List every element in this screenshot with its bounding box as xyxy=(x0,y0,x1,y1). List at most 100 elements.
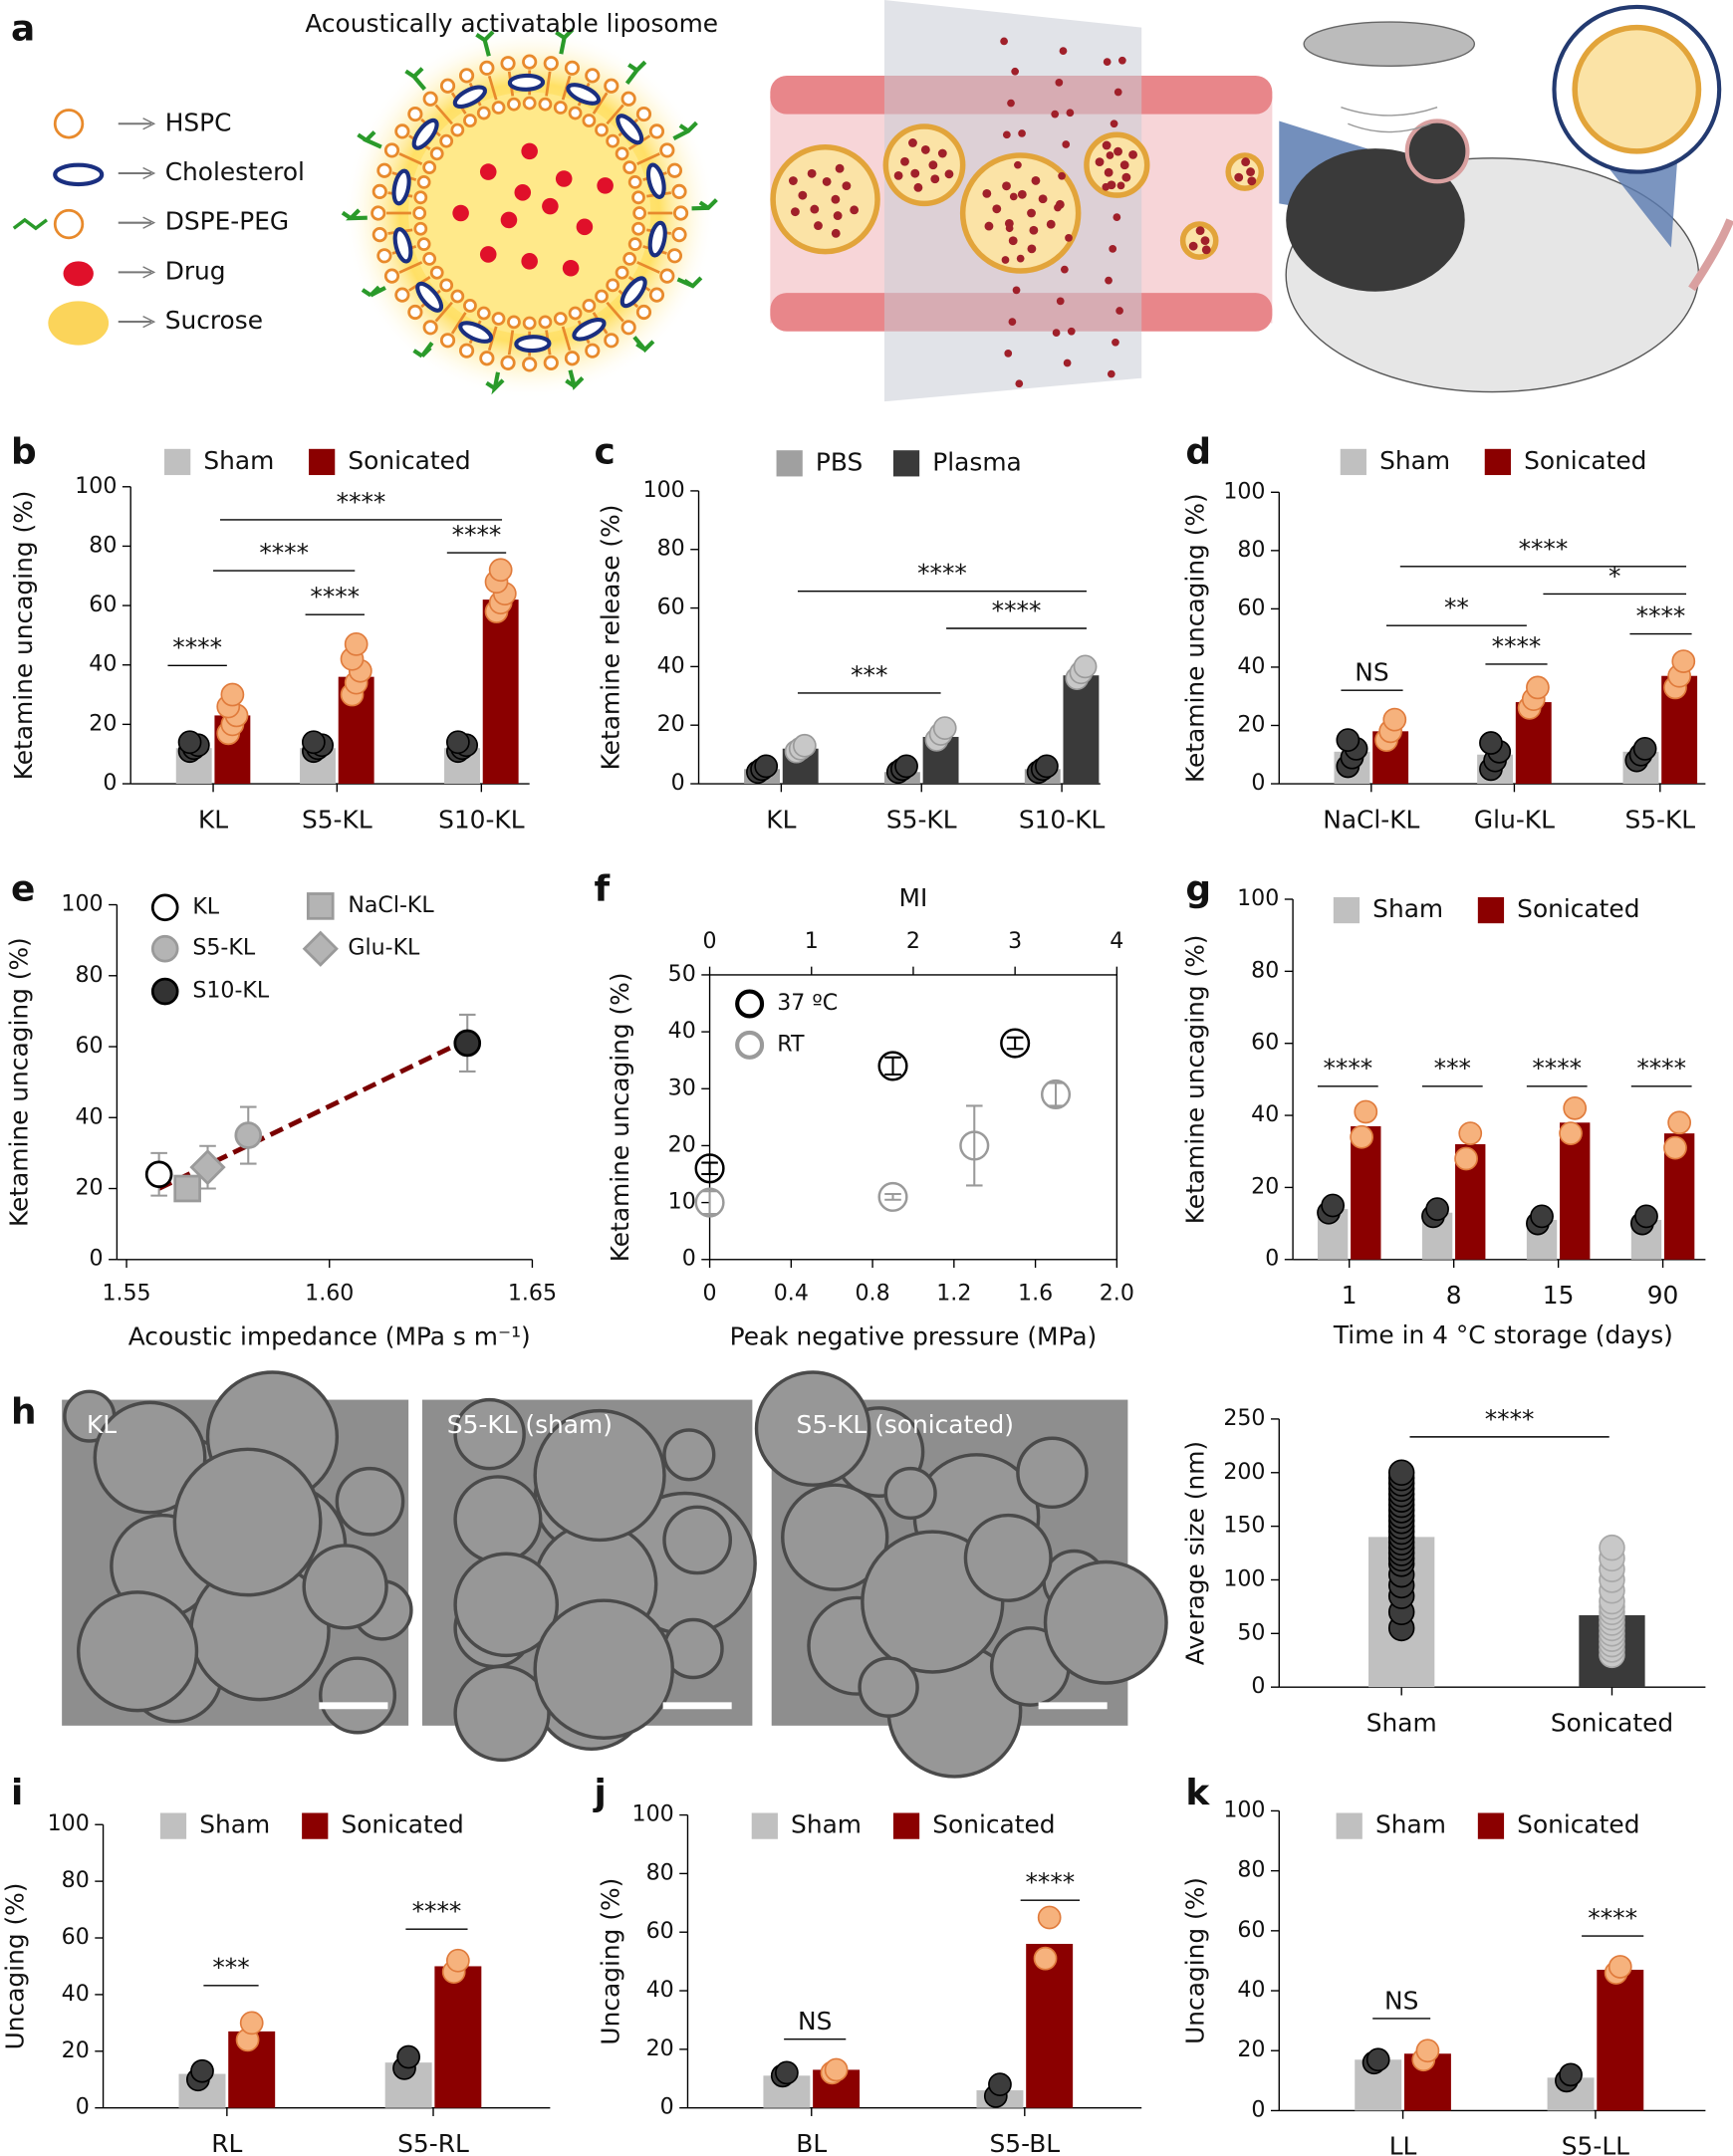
lipid-head xyxy=(412,206,427,220)
liposome-membrane xyxy=(341,28,718,395)
vesicle-image xyxy=(319,1656,397,1735)
released-drug xyxy=(1009,192,1018,201)
legend-label: Sham xyxy=(1379,446,1450,475)
released-drug xyxy=(1055,78,1064,87)
peg xyxy=(485,371,505,395)
y-tick-label: 0 xyxy=(1251,2096,1265,2122)
lipid-tail xyxy=(434,104,453,125)
data-point xyxy=(1458,1121,1483,1146)
vesicle-drug xyxy=(910,168,920,178)
y-axis-label: Ketamine release (%) xyxy=(597,505,625,771)
vesicle-drug xyxy=(937,148,947,158)
lipid-head xyxy=(371,183,387,199)
lipid-head xyxy=(631,190,645,205)
vesicle-drug xyxy=(1027,208,1036,218)
vesicle-image xyxy=(781,1483,889,1591)
y-tick-label: 60 xyxy=(89,592,117,617)
legend-label: Sham xyxy=(199,1810,270,1839)
lipid-head xyxy=(648,123,665,139)
fit-line xyxy=(157,1037,469,1191)
y-tick-label: 0 xyxy=(1251,1673,1265,1699)
panel-letter: j xyxy=(593,1773,607,1813)
legend-marker xyxy=(306,892,335,920)
released-drug xyxy=(1002,130,1011,139)
vesicle-drug xyxy=(982,188,992,198)
significance-label: **** xyxy=(1519,534,1569,563)
drug xyxy=(479,163,497,180)
drug xyxy=(479,246,497,263)
peg xyxy=(624,60,647,86)
micrograph-label: S5-KL (sonicated) xyxy=(797,1410,1014,1439)
drug xyxy=(452,204,469,222)
data-point xyxy=(1599,1534,1625,1561)
y-tick-label: 100 xyxy=(632,1801,674,1827)
vesicle-drug xyxy=(1104,167,1114,177)
data-point xyxy=(694,1187,725,1218)
cholesterol xyxy=(619,276,647,309)
significance-label: NS xyxy=(798,2007,832,2036)
vesicle-drug xyxy=(1195,226,1205,236)
lipid-head xyxy=(394,123,410,139)
bar xyxy=(482,599,519,785)
vesicle-drug xyxy=(822,176,832,186)
significance-label: **** xyxy=(992,596,1042,624)
vesicle-image xyxy=(302,1544,388,1630)
significance-label: **** xyxy=(1588,1904,1637,1933)
significance-label: **** xyxy=(452,520,502,549)
significance-label: **** xyxy=(259,538,309,567)
panel-letter: g xyxy=(1185,869,1211,910)
lipid-head xyxy=(422,160,437,175)
bar xyxy=(1351,1125,1381,1260)
legend-label: 37 ºC xyxy=(777,990,838,1016)
y-tick-label: 60 xyxy=(646,1918,674,1944)
peg xyxy=(676,276,703,289)
panel-letter: k xyxy=(1185,1773,1210,1813)
y-tick-label: 20 xyxy=(75,1175,103,1201)
vesicle-drug xyxy=(1095,157,1105,167)
y-tick-label: 250 xyxy=(1223,1405,1265,1431)
legend-arrowhead xyxy=(142,216,156,229)
y-tick-label: 80 xyxy=(1251,957,1279,983)
x-tick-label: KL xyxy=(766,805,796,834)
lipid-head xyxy=(463,114,477,127)
vesicle-image xyxy=(335,1466,405,1537)
cholesterol xyxy=(566,83,602,106)
x-tick-label: 0.8 xyxy=(856,1280,890,1306)
drug xyxy=(562,259,580,277)
lipid-tail xyxy=(606,104,624,125)
legend-label: Sonicated xyxy=(1517,1810,1639,1839)
lipid-head xyxy=(543,56,559,72)
vesicle-drug xyxy=(1241,157,1251,167)
x-tick-label: 90 xyxy=(1647,1281,1679,1310)
y-axis-label: Ketamine uncaging (%) xyxy=(1180,934,1209,1224)
x-tick-label: 8 xyxy=(1446,1281,1462,1310)
cholesterol xyxy=(616,114,644,145)
panel-letter: h xyxy=(11,1391,37,1432)
lipid-head xyxy=(620,320,636,336)
legend-label: Sonicated xyxy=(1524,446,1646,475)
data-point xyxy=(1336,728,1361,752)
y-tick-label: 40 xyxy=(646,1977,674,2003)
lipid-tail xyxy=(398,152,423,165)
y-tick-label: 20 xyxy=(1237,711,1265,737)
cholesterol xyxy=(507,73,546,92)
released-drug xyxy=(1110,120,1118,128)
legend-label: Sonicated xyxy=(341,1810,463,1839)
cholesterol xyxy=(411,118,439,150)
vesicle-image xyxy=(754,1370,871,1487)
released-drug xyxy=(1113,213,1121,222)
significance-label: **** xyxy=(337,487,386,516)
error-bar xyxy=(884,1056,901,1077)
legend-label: Sham xyxy=(203,446,274,475)
significance-label: **** xyxy=(1492,631,1542,660)
lipid-head xyxy=(422,251,437,266)
lipid-tail xyxy=(434,301,453,323)
data-point xyxy=(792,733,817,758)
lipid-head xyxy=(429,265,444,280)
vesicle-drug xyxy=(835,163,845,173)
lipid-head xyxy=(606,133,620,148)
x-tick-label: 1 xyxy=(1342,1281,1358,1310)
data-point xyxy=(239,2011,264,2036)
lipid-head xyxy=(671,183,687,199)
y-tick-label: 50 xyxy=(668,961,696,987)
